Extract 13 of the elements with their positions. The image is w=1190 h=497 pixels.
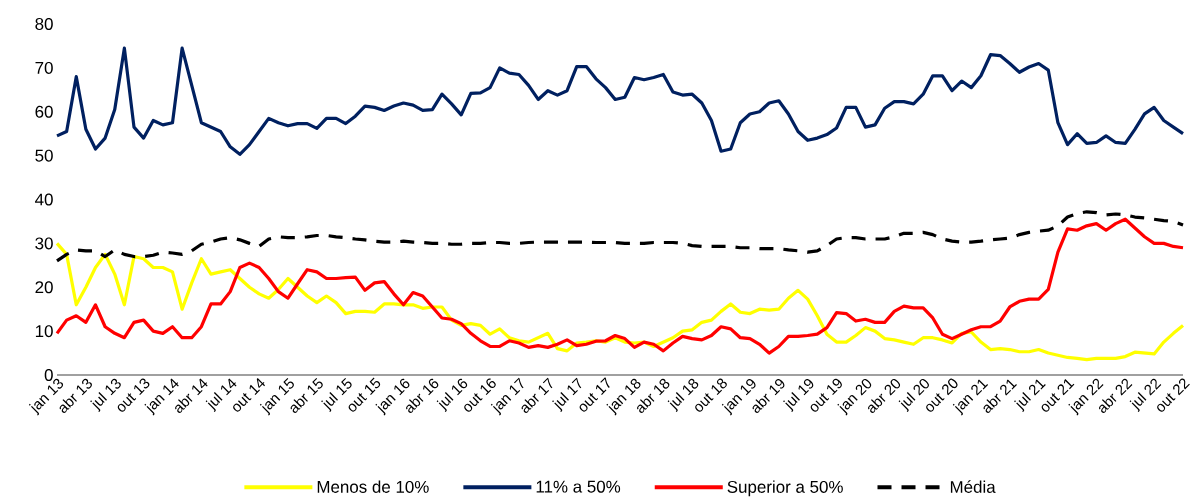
y-tick-label: 10 xyxy=(35,325,53,338)
y-tick-label: 40 xyxy=(35,193,53,206)
legend-label: Média xyxy=(950,480,996,493)
line-series xyxy=(55,217,1185,355)
y-tick-label: 60 xyxy=(35,105,53,118)
legend-label: 11% a 50% xyxy=(536,480,621,493)
y-tick-label: 30 xyxy=(35,237,53,250)
legend-label: Menos de 10% xyxy=(317,480,429,493)
y-tick-label: 20 xyxy=(35,281,53,294)
y-tick-label: 80 xyxy=(35,18,53,31)
legend-label: Superior a 50% xyxy=(727,480,843,497)
y-tick-label: 50 xyxy=(35,149,53,162)
y-tick-label: 70 xyxy=(35,61,53,74)
